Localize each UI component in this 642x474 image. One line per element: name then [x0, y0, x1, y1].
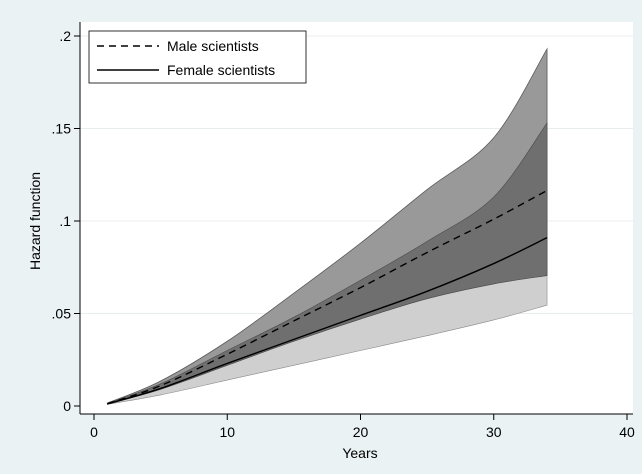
x-axis-ticks: 0 10 20 30 40	[90, 414, 635, 440]
legend-label-female: Female scientists	[167, 62, 275, 78]
confidence-bands	[106, 47, 548, 405]
x-tick-label-4: 40	[619, 424, 635, 440]
y-tick-label-4: .2	[59, 28, 71, 44]
x-tick-label-2: 20	[353, 424, 369, 440]
x-tick-label-1: 10	[219, 424, 235, 440]
y-tick-label-1: .05	[52, 306, 72, 322]
x-axis-title: Years	[342, 445, 377, 461]
legend-box	[88, 30, 307, 84]
series-line-female	[107, 237, 548, 405]
legend: Male scientists Female scientists	[88, 30, 307, 84]
legend-label-male: Male scientists	[167, 38, 259, 54]
x-tick-label-0: 0	[90, 424, 98, 440]
series-lines	[107, 189, 548, 405]
ci-band-overlap	[107, 122, 548, 405]
y-tick-label-3: .15	[52, 121, 72, 137]
y-axis-title: Hazard function	[27, 172, 43, 270]
x-tick-label-3: 30	[486, 424, 502, 440]
y-tick-label-2: .1	[59, 213, 71, 229]
series-line-male	[107, 189, 548, 405]
y-axis-ticks: 0 .05 .1 .15 .2	[52, 28, 80, 414]
y-tick-label-0: 0	[63, 398, 71, 414]
